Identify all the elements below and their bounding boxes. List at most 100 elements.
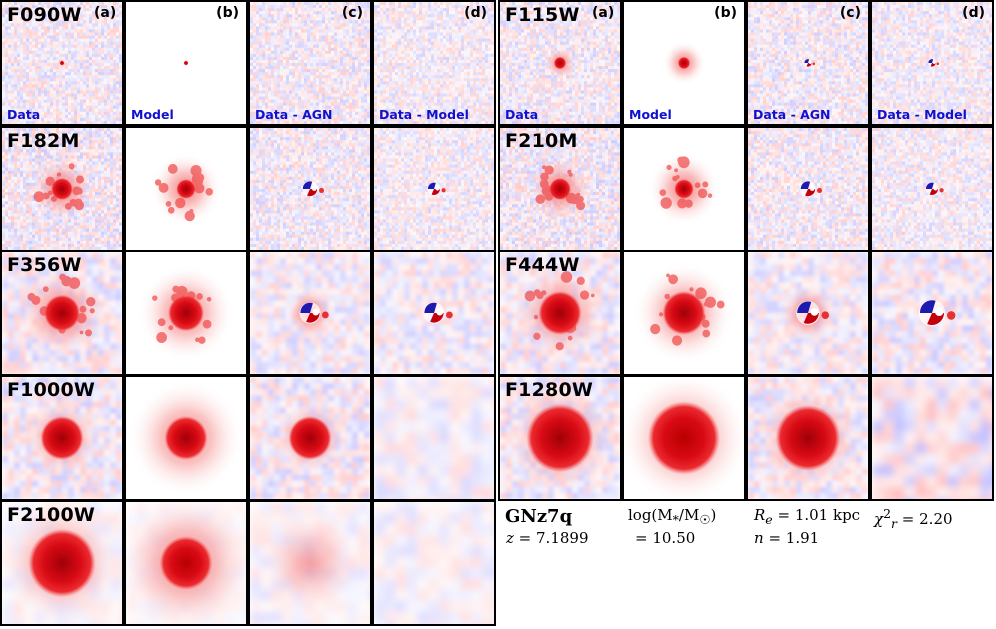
- panel-caption: Data - AGN: [255, 107, 333, 122]
- image-f1280w-d: [872, 377, 992, 499]
- image-f210m-c: [748, 128, 868, 250]
- re-symbol: R: [754, 506, 765, 524]
- panel-f1000w-d: [372, 375, 496, 501]
- panel-f1000w-b: [124, 375, 248, 501]
- panel-letter: (c): [342, 4, 363, 22]
- panel-letter: (b): [714, 4, 737, 22]
- image-f1280w-b: [624, 377, 744, 499]
- image-f444w-b: [624, 252, 744, 374]
- image-f356w-d: [374, 252, 494, 374]
- panel-f2100w-b: [124, 500, 248, 626]
- sersic-index: n = 1.91: [754, 529, 819, 547]
- panel-f444w-a: F444W: [498, 250, 622, 376]
- panel-f2100w-d: [372, 500, 496, 626]
- panel-f444w-b: [622, 250, 746, 376]
- panel-letter: (d): [464, 4, 487, 22]
- panel-f182m-a: F182M: [0, 126, 124, 252]
- image-f444w-d: [872, 252, 992, 374]
- filter-label: F1000W: [7, 378, 95, 402]
- filter-label: F182M: [7, 129, 80, 153]
- image-f090w-b: [126, 2, 246, 124]
- image-f356w-a: [2, 252, 122, 374]
- filter-label: F444W: [505, 253, 580, 277]
- panel-f356w-c: [248, 250, 372, 376]
- panel-f210m-d: [870, 126, 994, 252]
- image-f115w-d: [872, 2, 992, 124]
- image-f1280w-a: [500, 377, 620, 499]
- image-f2100w-a: [2, 502, 122, 624]
- image-f356w-c: [250, 252, 370, 374]
- redshift-value: 7.1899: [536, 529, 589, 547]
- mass-star: *: [673, 512, 679, 527]
- image-f115w-c: [748, 2, 868, 124]
- info-panel: GNz7q z = 7.1899 log(M*/M☉) = 10.50 Re =…: [500, 502, 996, 629]
- panel-letter: (a): [592, 4, 614, 22]
- panel-f115w-d: (d) Data - Model: [870, 0, 994, 126]
- panel-letter: (d): [962, 4, 985, 22]
- panel-f1280w-d: [870, 375, 994, 501]
- image-f210m-d: [872, 128, 992, 250]
- redshift-symbol: z: [506, 529, 514, 547]
- panel-f1280w-a: F1280W: [498, 375, 622, 501]
- image-f182m-d: [374, 128, 494, 250]
- filter-label: F356W: [7, 253, 82, 277]
- image-f090w-c: [250, 2, 370, 124]
- re-value: 1.01 kpc: [795, 506, 860, 524]
- panel-f115w-b: (b) Model: [622, 0, 746, 126]
- image-f1000w-b: [126, 377, 246, 499]
- panel-f356w-b: [124, 250, 248, 376]
- panel-f115w-a: F115W (a) Data: [498, 0, 622, 126]
- filter-label: F2100W: [7, 503, 95, 527]
- panel-f1000w-a: F1000W: [0, 375, 124, 501]
- filter-label: F210M: [505, 129, 578, 153]
- image-f182m-c: [250, 128, 370, 250]
- image-f356w-b: [126, 252, 246, 374]
- panel-f444w-c: [746, 250, 870, 376]
- mass-sun-symbol: ☉: [699, 512, 710, 527]
- panel-f210m-b: [622, 126, 746, 252]
- panel-f115w-c: (c) Data - AGN: [746, 0, 870, 126]
- filter-label: F090W: [7, 3, 82, 27]
- panel-f356w-a: F356W: [0, 250, 124, 376]
- image-f444w-c: [748, 252, 868, 374]
- image-f115w-a: [500, 2, 620, 124]
- panel-caption: Model: [629, 107, 672, 122]
- re-subscript: e: [765, 512, 772, 527]
- image-f1000w-c: [250, 377, 370, 499]
- image-f210m-b: [624, 128, 744, 250]
- image-f2100w-c: [250, 502, 370, 624]
- n-value: 1.91: [786, 529, 819, 547]
- object-name: GNz7q: [505, 506, 572, 527]
- panel-f210m-c: [746, 126, 870, 252]
- panel-f356w-d: [372, 250, 496, 376]
- image-f115w-b: [624, 2, 744, 124]
- panel-f1280w-c: [746, 375, 870, 501]
- panel-f2100w-a: F2100W: [0, 500, 124, 626]
- reduced-chi-squared: χ2r = 2.20: [874, 506, 953, 531]
- panel-f090w-a: F090W (a) Data: [0, 0, 124, 126]
- image-f1280w-c: [748, 377, 868, 499]
- panel-f2100w-c: [248, 500, 372, 626]
- panel-caption: Data - Model: [877, 107, 967, 122]
- panel-letter: (a): [94, 4, 116, 22]
- chi-superscript: 2: [883, 506, 891, 521]
- stellar-mass-value: = 10.50: [635, 529, 695, 547]
- image-f182m-b: [126, 128, 246, 250]
- panel-caption: Model: [131, 107, 174, 122]
- panel-caption: Data: [505, 107, 538, 122]
- panel-f090w-b: (b) Model: [124, 0, 248, 126]
- image-f090w-a: [2, 2, 122, 124]
- image-f2100w-d: [374, 502, 494, 624]
- panel-letter: (b): [216, 4, 239, 22]
- filter-label: F115W: [505, 3, 580, 27]
- panel-caption: Data: [7, 107, 40, 122]
- panel-f210m-a: F210M: [498, 126, 622, 252]
- panel-caption: Data - Model: [379, 107, 469, 122]
- image-f1000w-a: [2, 377, 122, 499]
- mass-log-prefix: log(M: [628, 506, 673, 524]
- n-symbol: n: [754, 529, 764, 547]
- panel-f090w-d: (d) Data - Model: [372, 0, 496, 126]
- panel-f444w-d: [870, 250, 994, 376]
- image-f210m-a: [500, 128, 620, 250]
